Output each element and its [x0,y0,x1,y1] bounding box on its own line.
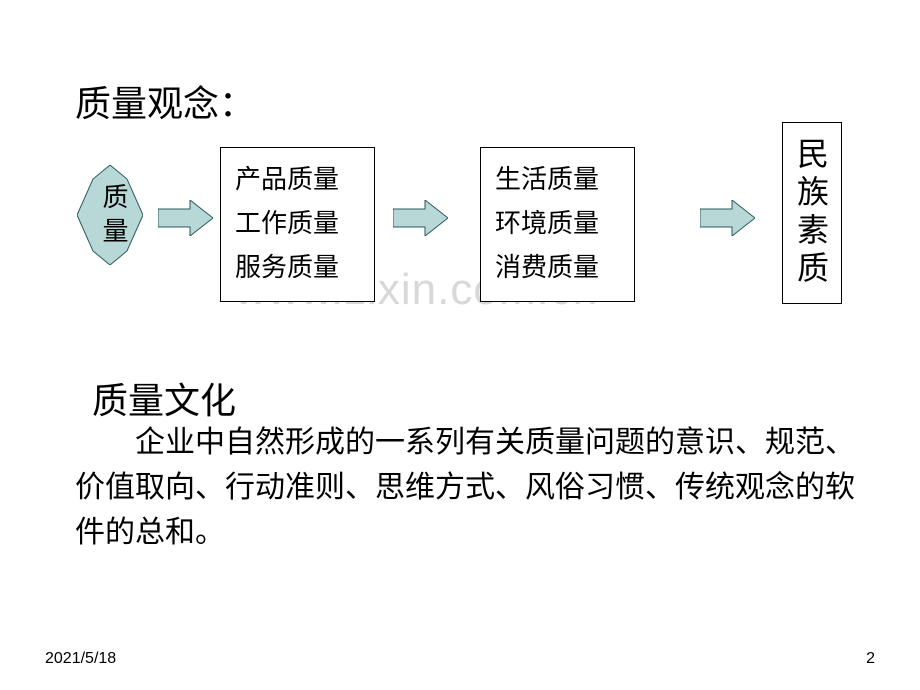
box2-line2: 环境质量 [495,202,620,246]
box2-line1: 生活质量 [495,158,620,202]
box1-line1: 产品质量 [235,158,360,202]
box-group1: 产品质量 工作质量 服务质量 [220,147,375,302]
arrow-icon [700,200,755,236]
diamond-shape: 质量 [77,165,143,265]
box2-line3: 消费质量 [495,246,620,290]
footer-date: 2021/5/18 [45,650,116,668]
paragraph: 企业中自然形成的一系列有关质量问题的意识、规范、价值取向、行动准则、思维方式、风… [75,420,865,555]
box-group2: 生活质量 环境质量 消费质量 [480,147,635,302]
arrow-icon [158,200,213,236]
arrow-icon [393,200,448,236]
box-group3: 民族素质 [782,122,842,304]
diamond-label: 质量 [95,183,132,251]
subtitle: 质量文化 [92,372,236,424]
box1-line2: 工作质量 [235,202,360,246]
page-title: 质量观念： [75,75,255,127]
footer-page: 2 [866,650,875,668]
box1-line3: 服务质量 [235,246,360,290]
